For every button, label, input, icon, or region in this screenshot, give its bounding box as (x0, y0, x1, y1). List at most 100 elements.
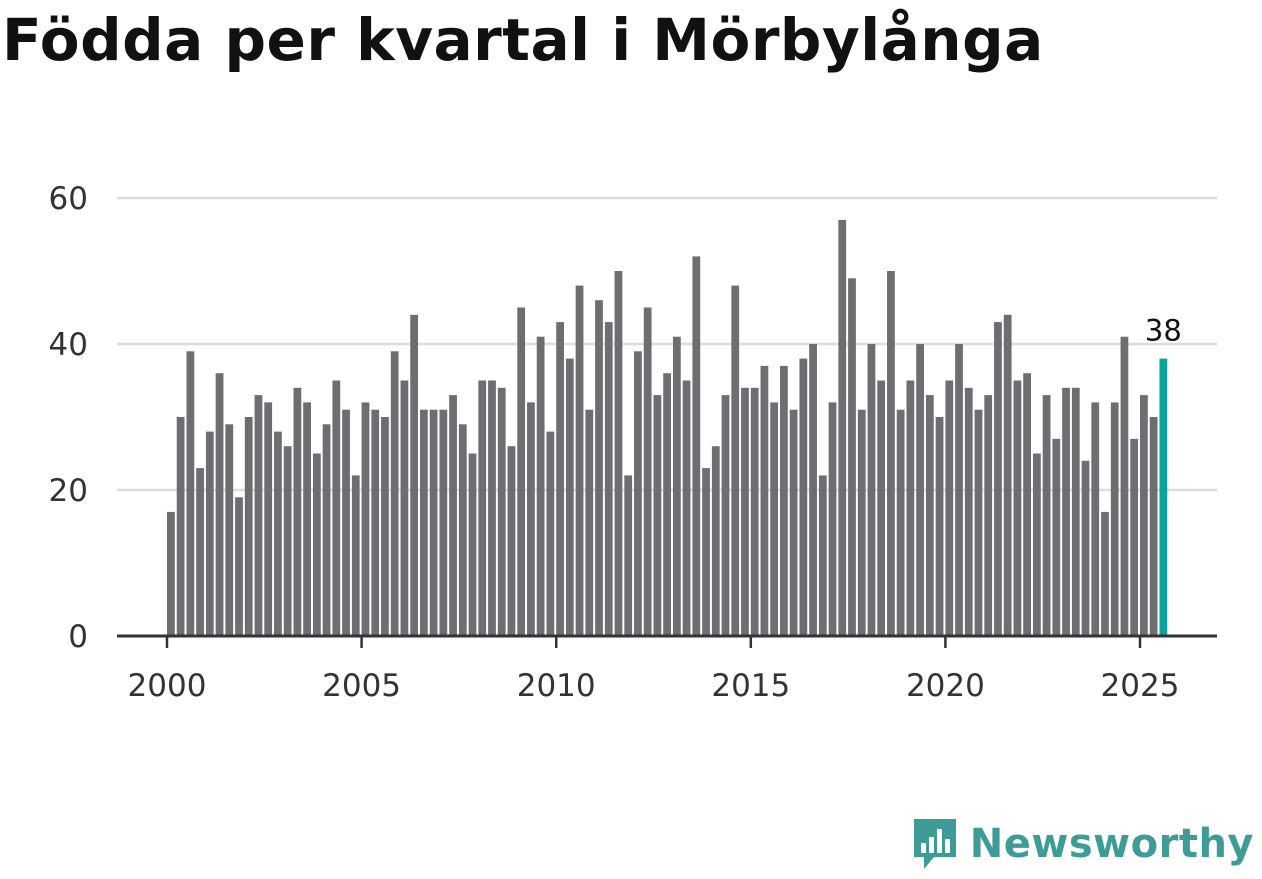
bar (945, 380, 954, 636)
bar (390, 351, 399, 636)
bar (818, 475, 827, 636)
bar (994, 322, 1002, 636)
bar (1091, 402, 1100, 636)
bar (896, 409, 905, 636)
bar (1071, 387, 1080, 636)
bar (887, 271, 895, 636)
bar (838, 219, 847, 636)
bar (672, 336, 681, 636)
bar (682, 380, 691, 636)
bar-highlighted (1159, 358, 1168, 636)
bar (731, 285, 740, 636)
bar (964, 387, 973, 636)
bar (205, 431, 214, 636)
bar (585, 409, 594, 636)
bar (575, 285, 584, 636)
y-tick-label: 0 (68, 619, 88, 655)
bar (663, 373, 672, 636)
newsworthy-logo-icon (913, 819, 956, 869)
bar (225, 424, 234, 636)
bar (984, 395, 993, 636)
bar (828, 402, 837, 636)
x-tick-label: 2015 (711, 668, 790, 704)
chart-title: Födda per kvartal i Mörbylånga (2, 6, 1044, 74)
bar (624, 475, 633, 636)
bar (955, 344, 963, 636)
y-axis-labels: 0 20 40 60 (49, 181, 88, 655)
bar (614, 271, 623, 636)
bar (371, 409, 380, 636)
x-tick-label: 2020 (906, 668, 985, 704)
bar (410, 314, 419, 636)
bar (274, 431, 282, 636)
bar (721, 395, 730, 636)
bar (1149, 417, 1158, 636)
bar (381, 417, 389, 636)
bar (176, 417, 185, 636)
bar (653, 395, 662, 636)
bar (1081, 460, 1090, 636)
bar (1023, 373, 1032, 636)
bar (916, 344, 924, 636)
bar (565, 358, 574, 636)
bar (167, 511, 175, 636)
bar (196, 468, 204, 636)
bar (711, 446, 720, 636)
bar (906, 380, 915, 636)
bar (1032, 453, 1041, 636)
bar (517, 307, 526, 636)
bar (974, 409, 983, 636)
x-axis-ticks: 2000 2005 2010 2015 2020 2025 (128, 636, 1179, 704)
bar (779, 365, 788, 636)
bar (293, 387, 302, 636)
bar (215, 373, 224, 636)
bar (264, 402, 273, 636)
bar (186, 351, 195, 636)
bar (351, 475, 360, 636)
bar (595, 300, 603, 636)
x-tick-label: 2005 (322, 668, 401, 704)
bar (1013, 380, 1022, 636)
bar (1110, 402, 1119, 636)
bar (536, 336, 545, 636)
bar (1062, 387, 1070, 636)
bar (1003, 314, 1012, 636)
bar (556, 322, 564, 636)
bar (361, 402, 370, 636)
bar (1042, 395, 1051, 636)
bar (634, 351, 642, 636)
bar (283, 446, 292, 636)
bar (342, 409, 350, 636)
bar (400, 380, 409, 636)
bar (527, 402, 535, 636)
x-tick-label: 2010 (517, 668, 596, 704)
bar (750, 387, 759, 636)
bar (604, 322, 613, 636)
bar (1130, 438, 1139, 636)
bar (799, 358, 808, 636)
bar (254, 395, 263, 636)
bar (546, 431, 555, 636)
bar (235, 497, 243, 636)
bar (322, 424, 331, 636)
bar (458, 424, 467, 636)
x-tick-label: 2000 (128, 668, 207, 704)
bar (303, 402, 312, 636)
bar (1120, 336, 1129, 636)
bar (1140, 395, 1148, 636)
bar (419, 409, 428, 636)
bar (867, 344, 876, 636)
annotations: 38 (1145, 314, 1182, 348)
bar (497, 387, 506, 636)
last-value-label: 38 (1145, 314, 1182, 348)
bar (429, 409, 438, 636)
bars (167, 219, 1168, 636)
bar (789, 409, 798, 636)
bar (244, 417, 253, 636)
bar (692, 256, 701, 636)
bar (332, 380, 341, 636)
bar (312, 453, 321, 636)
bar (877, 380, 886, 636)
bar (439, 409, 448, 636)
